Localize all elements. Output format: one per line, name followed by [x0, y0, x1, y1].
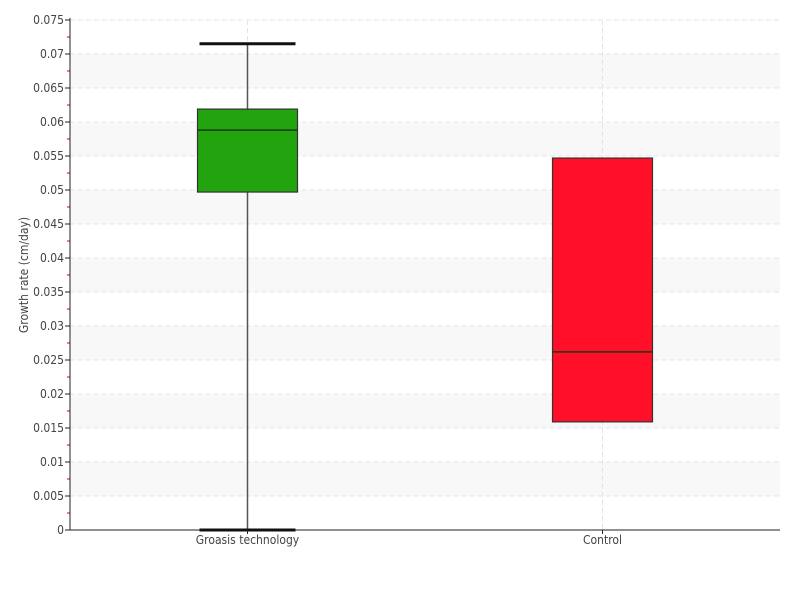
y-tick-label: 0 — [57, 523, 64, 537]
y-tick-label: 0.04 — [40, 251, 64, 265]
y-tick-label: 0.045 — [33, 217, 64, 231]
grid-band — [70, 258, 780, 292]
y-tick-label: 0.055 — [33, 149, 64, 163]
y-tick-label: 0.07 — [40, 47, 64, 61]
y-tick-label: 0.06 — [40, 115, 64, 129]
y-tick-label: 0.065 — [33, 81, 64, 95]
box-control — [551, 157, 654, 423]
grid-band — [70, 394, 780, 428]
y-tick-label: 0.01 — [40, 455, 64, 469]
box-groasis-technology — [196, 42, 299, 532]
y-tick-label: 0.025 — [33, 353, 64, 367]
box-iqr — [196, 108, 299, 193]
grid-band — [70, 190, 780, 224]
grid-band — [70, 326, 780, 360]
x-tick-label: Control — [583, 533, 622, 547]
y-tick-label: 0.05 — [40, 183, 64, 197]
y-tick-label: 0.015 — [33, 421, 64, 435]
y-tick-label: 0.075 — [33, 13, 64, 27]
y-tick-label: 0.02 — [40, 387, 64, 401]
y-tick-label: 0.03 — [40, 319, 64, 333]
grid-band — [70, 122, 780, 156]
x-tick-label: Groasis technology — [196, 533, 300, 547]
y-axis-label: Growth rate (cm/day) — [17, 217, 31, 333]
grid-band — [70, 462, 780, 496]
y-tick-label: 0.005 — [33, 489, 64, 503]
y-tick-label: 0.035 — [33, 285, 64, 299]
box-iqr — [551, 157, 654, 423]
grid-band — [70, 54, 780, 88]
